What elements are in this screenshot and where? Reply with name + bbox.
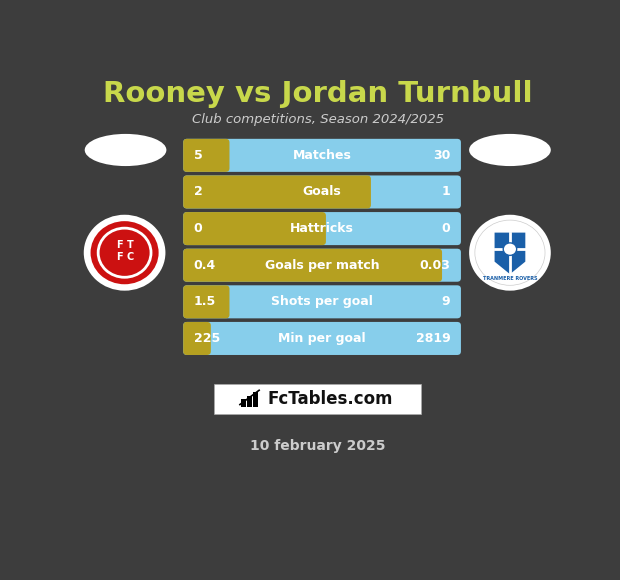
Ellipse shape	[469, 134, 551, 166]
Text: FcTables.com: FcTables.com	[267, 390, 393, 408]
Text: 9: 9	[441, 295, 450, 309]
Text: Goals: Goals	[303, 186, 342, 198]
Text: 10 february 2025: 10 february 2025	[250, 438, 386, 452]
Text: 2819: 2819	[415, 332, 450, 345]
FancyBboxPatch shape	[184, 285, 229, 318]
Text: Min per goal: Min per goal	[278, 332, 366, 345]
FancyBboxPatch shape	[184, 175, 371, 208]
Text: F: F	[117, 252, 123, 262]
Circle shape	[469, 215, 551, 291]
FancyBboxPatch shape	[184, 212, 326, 245]
Text: F: F	[117, 240, 123, 249]
Text: Club competitions, Season 2024/2025: Club competitions, Season 2024/2025	[192, 113, 444, 126]
Text: 225: 225	[194, 332, 220, 345]
FancyBboxPatch shape	[184, 249, 442, 282]
FancyBboxPatch shape	[184, 322, 211, 355]
Circle shape	[503, 243, 516, 255]
Circle shape	[89, 220, 160, 285]
Text: Rooney vs Jordan Turnbull: Rooney vs Jordan Turnbull	[103, 80, 533, 108]
Circle shape	[475, 220, 545, 285]
FancyBboxPatch shape	[184, 139, 229, 172]
Text: 0.03: 0.03	[420, 259, 450, 271]
Text: 1.5: 1.5	[194, 295, 216, 309]
Bar	[254, 392, 258, 407]
Polygon shape	[495, 233, 525, 274]
Text: Goals per match: Goals per match	[265, 259, 379, 271]
FancyBboxPatch shape	[215, 384, 421, 414]
FancyBboxPatch shape	[184, 249, 461, 282]
FancyBboxPatch shape	[184, 175, 461, 208]
FancyBboxPatch shape	[184, 285, 461, 318]
Text: TRANMERE ROVERS: TRANMERE ROVERS	[483, 276, 537, 281]
Text: Matches: Matches	[293, 149, 352, 162]
Bar	[241, 399, 246, 407]
FancyBboxPatch shape	[184, 212, 461, 245]
Text: Shots per goal: Shots per goal	[271, 295, 373, 309]
Text: 1: 1	[441, 186, 450, 198]
FancyBboxPatch shape	[184, 322, 461, 355]
Bar	[247, 396, 252, 407]
Text: Hattricks: Hattricks	[290, 222, 354, 235]
Text: 0.4: 0.4	[194, 259, 216, 271]
Text: C: C	[126, 252, 134, 262]
Circle shape	[84, 215, 166, 291]
Text: 0: 0	[194, 222, 203, 235]
Text: 5: 5	[194, 149, 203, 162]
Text: 2: 2	[194, 186, 203, 198]
Text: 0: 0	[441, 222, 450, 235]
Ellipse shape	[85, 134, 166, 166]
FancyBboxPatch shape	[184, 139, 461, 172]
Text: T: T	[127, 240, 134, 249]
Text: 30: 30	[433, 149, 450, 162]
